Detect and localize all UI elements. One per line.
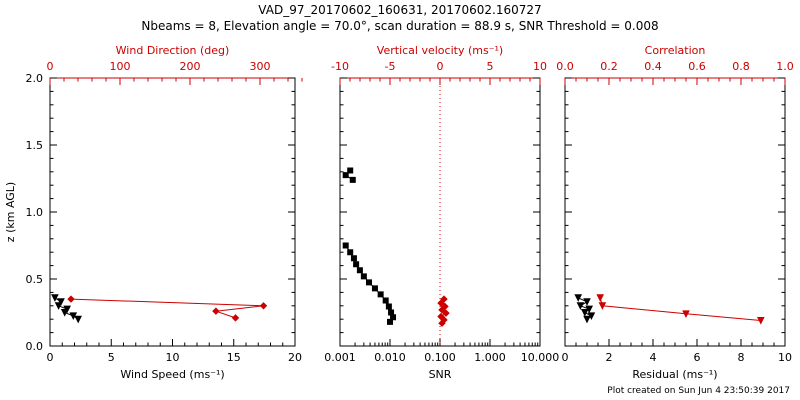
svg-text:8: 8 bbox=[738, 351, 745, 364]
svg-text:20: 20 bbox=[288, 351, 302, 364]
svg-text:0: 0 bbox=[437, 60, 444, 73]
svg-text:-5: -5 bbox=[385, 60, 396, 73]
svg-text:0.4: 0.4 bbox=[644, 60, 662, 73]
svg-text:0.5: 0.5 bbox=[26, 273, 44, 286]
svg-text:0.2: 0.2 bbox=[600, 60, 618, 73]
svg-text:1.000: 1.000 bbox=[474, 351, 506, 364]
svg-text:5: 5 bbox=[108, 351, 115, 364]
svg-text:0: 0 bbox=[47, 351, 54, 364]
svg-text:0.8: 0.8 bbox=[732, 60, 750, 73]
svg-text:1.5: 1.5 bbox=[26, 139, 44, 152]
svg-text:0.0: 0.0 bbox=[556, 60, 574, 73]
svg-text:Wind Direction (deg): Wind Direction (deg) bbox=[116, 44, 230, 57]
svg-text:100: 100 bbox=[110, 60, 131, 73]
svg-text:200: 200 bbox=[180, 60, 201, 73]
svg-text:2.0: 2.0 bbox=[26, 72, 44, 85]
svg-text:z (km AGL): z (km AGL) bbox=[4, 182, 17, 242]
svg-text:SNR: SNR bbox=[429, 368, 452, 381]
plot-created-timestamp: Plot created on Sun Jun 4 23:50:39 2017 bbox=[607, 386, 790, 396]
svg-text:1.0: 1.0 bbox=[776, 60, 794, 73]
svg-text:6: 6 bbox=[694, 351, 701, 364]
svg-text:0.0: 0.0 bbox=[26, 340, 44, 353]
svg-text:0.010: 0.010 bbox=[374, 351, 406, 364]
plot-title: VAD_97_20170602_160631, 20170602.160727 bbox=[258, 3, 541, 17]
svg-text:2: 2 bbox=[606, 351, 613, 364]
svg-text:0: 0 bbox=[47, 60, 54, 73]
svg-text:0.001: 0.001 bbox=[324, 351, 356, 364]
svg-text:10.000: 10.000 bbox=[521, 351, 560, 364]
svg-text:1.0: 1.0 bbox=[26, 206, 44, 219]
svg-text:10: 10 bbox=[778, 351, 792, 364]
svg-text:0.100: 0.100 bbox=[424, 351, 456, 364]
svg-text:10: 10 bbox=[533, 60, 547, 73]
svg-text:-10: -10 bbox=[331, 60, 349, 73]
plot-subtitle: Nbeams = 8, Elevation angle = 70.0°, sca… bbox=[141, 19, 658, 33]
svg-text:10: 10 bbox=[166, 351, 180, 364]
svg-text:Wind Speed (ms⁻¹): Wind Speed (ms⁻¹) bbox=[120, 368, 224, 381]
svg-text:0: 0 bbox=[562, 351, 569, 364]
svg-text:15: 15 bbox=[227, 351, 241, 364]
svg-text:5: 5 bbox=[487, 60, 494, 73]
svg-text:0.6: 0.6 bbox=[688, 60, 706, 73]
svg-text:4: 4 bbox=[650, 351, 657, 364]
svg-text:Vertical velocity (ms⁻¹): Vertical velocity (ms⁻¹) bbox=[377, 44, 503, 57]
svg-text:300: 300 bbox=[250, 60, 271, 73]
svg-text:Correlation: Correlation bbox=[645, 44, 706, 57]
svg-text:Residual (ms⁻¹): Residual (ms⁻¹) bbox=[632, 368, 717, 381]
